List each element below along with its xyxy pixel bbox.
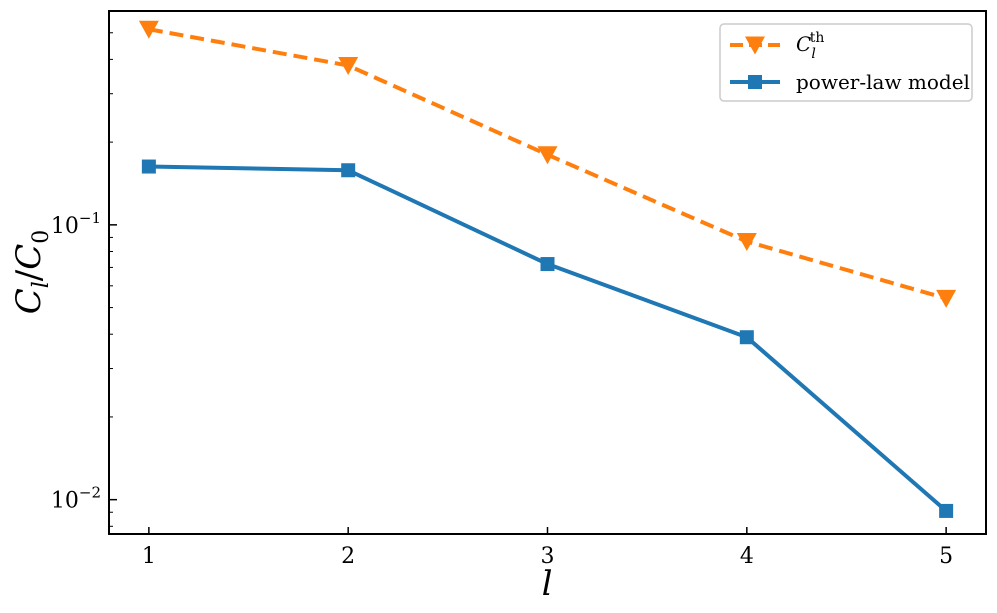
x-tick-label: 3 — [541, 544, 555, 569]
data-point-marker — [341, 163, 356, 178]
data-point-marker — [537, 146, 558, 165]
legend-marker-series-1 — [748, 75, 762, 89]
legend-label-series-1: power-law model — [796, 70, 970, 94]
x-tick-label: 4 — [740, 544, 754, 569]
x-tick-label: 2 — [341, 544, 355, 569]
data-point-marker — [736, 232, 757, 251]
data-point-marker — [138, 20, 159, 39]
axes-frame — [108, 10, 987, 535]
series-1 — [141, 159, 954, 518]
axis-ticks: 1 2 3 4 5 10−1 10−2 — [51, 32, 953, 569]
legend-marker-series-0 — [745, 36, 765, 55]
y-axis-label: Cl/C0 — [9, 230, 54, 315]
series-line — [148, 164, 948, 513]
data-point-marker — [141, 159, 156, 174]
y-tick-label: 10−2 — [51, 484, 101, 514]
data-point-marker — [540, 257, 555, 272]
series-0 — [138, 20, 957, 308]
series-layer — [138, 20, 957, 518]
legend-label-series-0: Clth — [796, 30, 824, 62]
data-point-marker — [936, 289, 957, 308]
data-point-marker — [939, 503, 954, 518]
legend: Clth power-law model — [719, 23, 973, 102]
data-point-marker — [338, 57, 359, 76]
x-tick-label: 1 — [142, 544, 156, 569]
data-point-marker — [739, 330, 754, 345]
x-axis-label: l — [542, 564, 553, 604]
legend-frame — [719, 23, 973, 102]
y-tick-label: 10−1 — [51, 209, 101, 239]
x-tick-label: 5 — [939, 544, 953, 569]
